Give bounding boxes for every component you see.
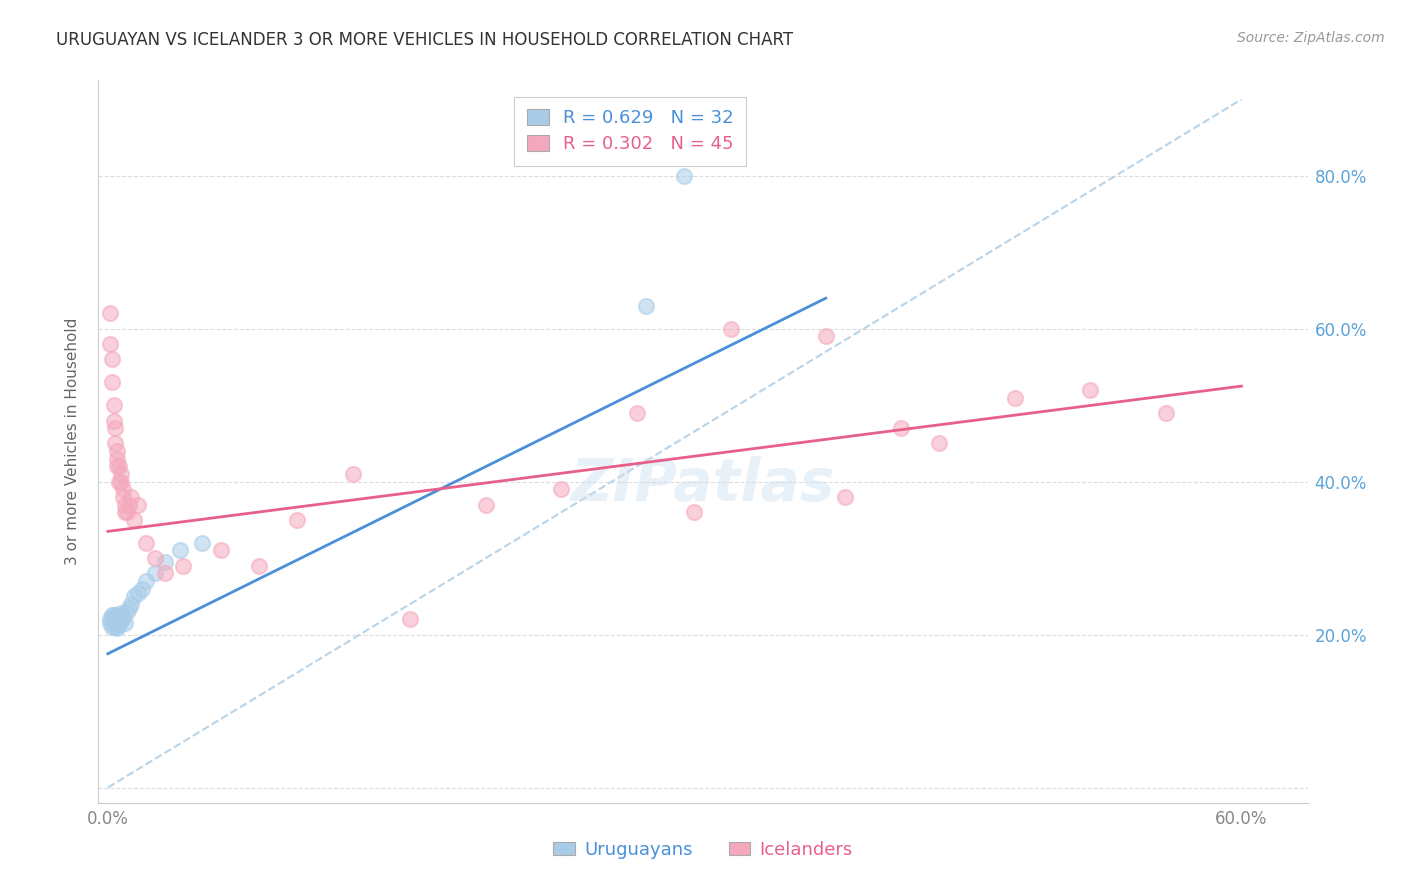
Point [169,543,191,558]
Point [928,436,950,450]
Text: Source: ZipAtlas.com: Source: ZipAtlas.com [1237,31,1385,45]
Point [135,574,157,588]
Point [103,413,125,427]
Point [111,483,134,497]
Point [108,614,131,628]
Point [108,475,131,489]
Point [105,459,128,474]
Point [110,475,132,489]
Point [104,620,127,634]
Point [103,608,125,623]
Point [172,558,194,573]
Point [100,620,122,634]
Legend: Uruguayans, Icelanders: Uruguayans, Icelanders [546,834,860,866]
Point [209,543,232,558]
Point [720,322,742,336]
Point [115,505,138,519]
Point [103,612,125,626]
Point [342,467,364,481]
Text: ZIPatlas: ZIPatlas [571,457,835,514]
Point [124,590,146,604]
Point [100,352,122,367]
Point [105,608,128,623]
Point [108,618,131,632]
Point [115,605,138,619]
Point [673,169,696,183]
Point [153,555,176,569]
Point [474,498,496,512]
Text: URUGUAYAN VS ICELANDER 3 OR MORE VEHICLES IN HOUSEHOLD CORRELATION CHART: URUGUAYAN VS ICELANDER 3 OR MORE VEHICLE… [56,31,793,49]
Point [399,612,422,626]
Point [247,558,270,573]
Point [118,498,141,512]
Point [143,566,166,581]
Point [110,612,132,626]
Point [100,608,122,623]
Point [120,490,142,504]
Point [104,611,127,625]
Point [626,406,648,420]
Point [108,459,131,474]
Point [153,566,176,581]
Point [114,505,136,519]
Point [98,306,121,320]
Point [682,505,704,519]
Point [111,490,134,504]
Point [105,622,128,636]
Point [105,616,128,631]
Y-axis label: 3 or more Vehicles in Household: 3 or more Vehicles in Household [65,318,80,566]
Point [100,376,122,390]
Point [110,606,132,620]
Point [1078,383,1101,397]
Point [118,600,141,615]
Point [104,436,127,450]
Point [98,616,121,631]
Point [110,467,132,481]
Point [191,536,214,550]
Point [143,551,166,566]
Point [814,329,837,343]
Point [127,498,149,512]
Point [98,612,121,626]
Point [124,513,146,527]
Point [1154,406,1177,420]
Point [104,421,127,435]
Point [636,299,658,313]
Point [105,444,128,458]
Point [104,614,127,628]
Point [114,498,136,512]
Point [105,451,128,466]
Point [114,616,136,631]
Point [120,597,142,611]
Point [131,582,153,596]
Point [111,611,134,625]
Point [285,513,308,527]
Point [103,398,125,412]
Point [135,536,157,550]
Point [98,337,121,351]
Point [127,585,149,599]
Point [550,483,572,497]
Point [1004,391,1026,405]
Point [890,421,912,435]
Point [834,490,856,504]
Point [103,616,125,631]
